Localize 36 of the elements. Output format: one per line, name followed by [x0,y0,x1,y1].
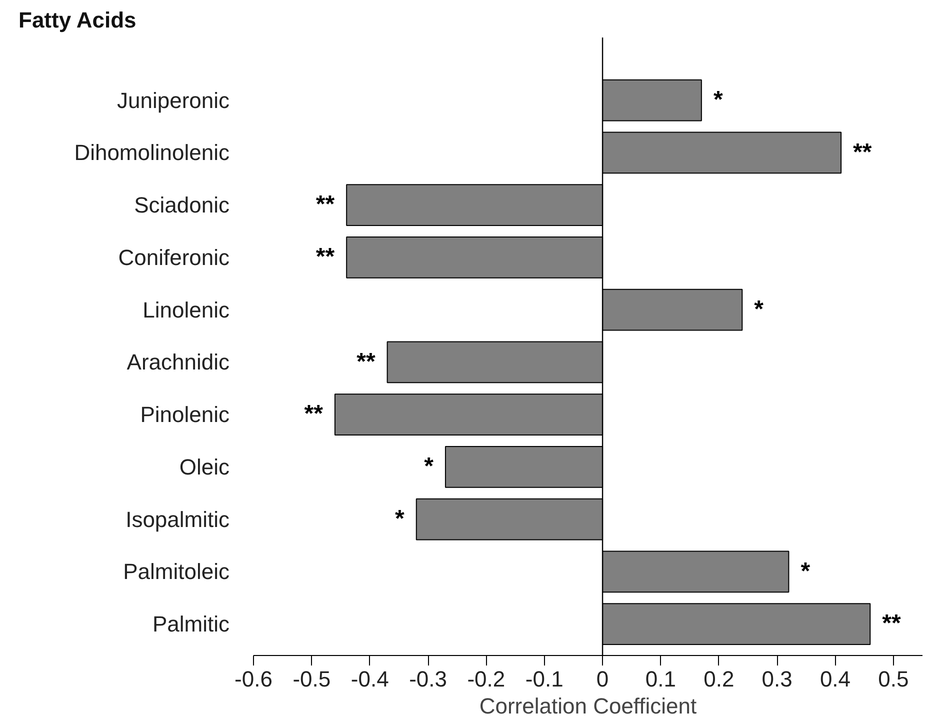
annotation: ** [316,244,336,271]
y-tick-label: Juniperonic [116,88,230,113]
x-tick-label: -0.4 [350,666,389,692]
y-tick-label: Linolenic [142,297,230,322]
x-tick-label: -0.3 [409,666,447,692]
x-tick-label: 0 [596,666,609,692]
annotation: * [713,86,724,114]
x-tick-label: -0.2 [467,666,506,692]
x-tick-label: -0.6 [234,666,272,692]
annotation: ** [853,138,872,166]
annotation: * [754,296,764,323]
annotation: ** [356,348,376,376]
annotation: * [424,453,434,480]
x-tick-label: 0.3 [762,666,792,692]
annotation: * [800,558,811,585]
x-tick-label: 0.1 [645,666,676,692]
annotation: ** [316,191,336,218]
y-tick-label: Coniferonic [118,244,230,270]
y-tick-label: Isopalmitic [126,506,230,532]
y-tick-label: Palmitic [152,612,230,637]
y-tick-label: Pinolenic [140,402,230,428]
y-tick-label: Palmitoleic [123,559,230,584]
y-axis-title: Fatty Acids [18,8,136,32]
x-tick-label: -0.5 [292,666,331,692]
x-tick-label: 0.5 [878,666,909,692]
x-axis-title: Correlation Coefficient [479,694,697,718]
y-tick-label: Arachnidic [126,350,230,375]
x-tick-label: -0.1 [525,666,564,692]
y-tick-label: Oleic [179,454,230,480]
annotation: ** [882,610,902,638]
x-tick-label: 0.4 [820,666,851,692]
annotation: ** [304,400,324,428]
y-tick-label: Sciadonic [134,192,230,218]
y-tick-label: Dihomolinolenic [74,140,230,166]
x-tick-label: 0.2 [704,666,734,692]
annotation: * [395,505,406,532]
